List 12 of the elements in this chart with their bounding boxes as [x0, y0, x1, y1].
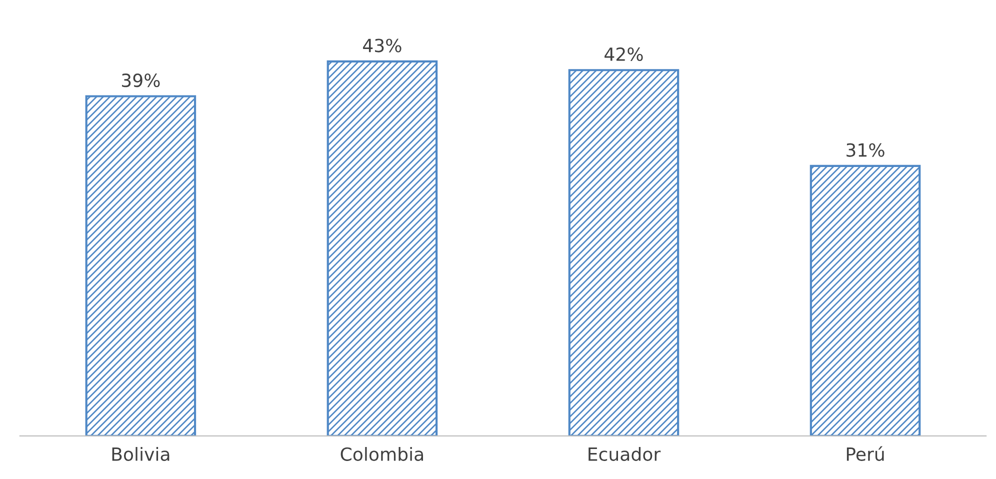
bar: [85, 95, 196, 436]
data-label: 42%: [604, 47, 643, 62]
x-tick-label: Ecuador: [588, 447, 661, 461]
data-label: 39%: [122, 74, 160, 88]
bar: [568, 69, 680, 436]
bar: [810, 164, 921, 436]
x-tick-label: Perú: [846, 446, 884, 461]
x-tick-label: Bolivia: [112, 447, 170, 461]
x-tick-label: Colombia: [340, 447, 423, 461]
data-label: 31%: [846, 143, 884, 157]
bar: [326, 60, 438, 436]
data-label: 43%: [363, 38, 402, 52]
